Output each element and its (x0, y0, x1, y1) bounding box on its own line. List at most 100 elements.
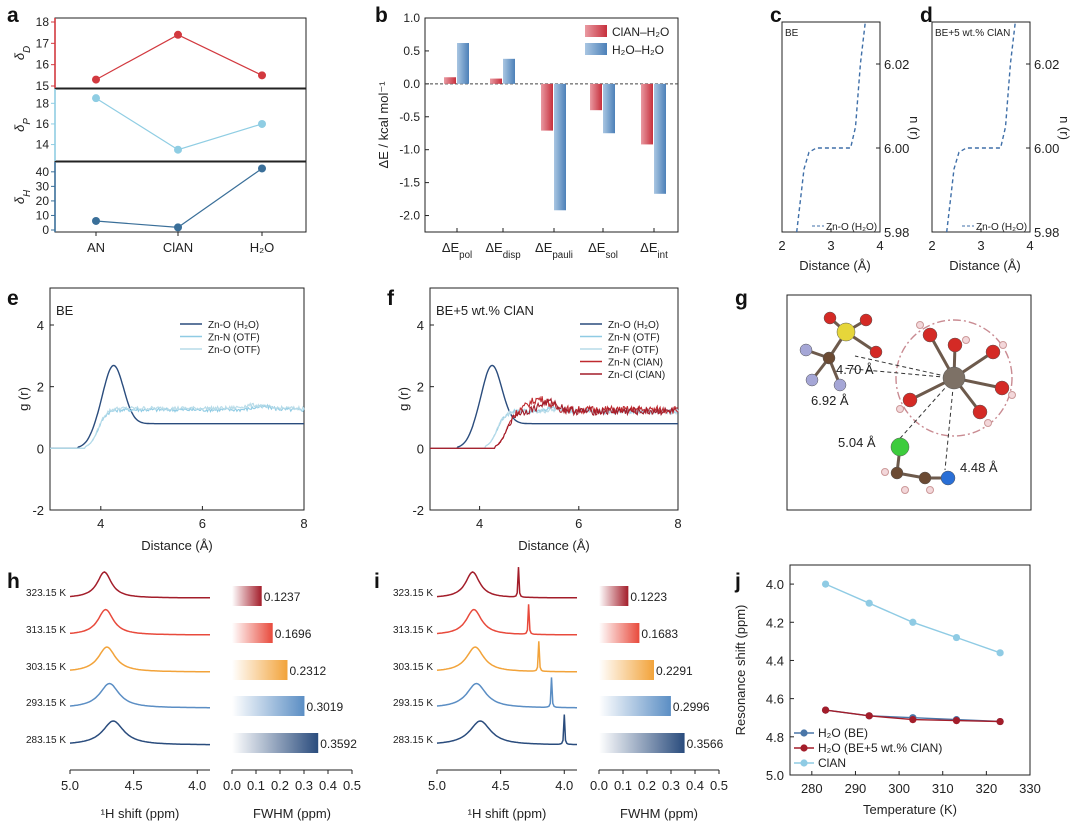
x-tick-label: ΔEint (640, 240, 668, 261)
rdf-curve (50, 364, 304, 449)
condition-tag: BE (56, 303, 74, 318)
legend-label: Zn-O (OTF) (208, 345, 260, 356)
solvation-shell (895, 319, 1013, 437)
temperature-label: 323.15 K (26, 588, 66, 599)
nmr-spectrum (69, 682, 210, 709)
x-tick-label: 3 (977, 238, 984, 253)
legend-label: H₂O (BE+5 wt.% ClAN) (818, 741, 942, 755)
legend-label: Zn-O (H₂O) (608, 320, 659, 331)
oxygen-atom (922, 327, 938, 343)
data-point (821, 580, 830, 588)
plot-frame (424, 17, 679, 233)
data-point (996, 649, 1004, 657)
rdf-curve (430, 407, 679, 449)
panel-frame (786, 294, 1032, 511)
legend-label: Zn-F (OTF) (608, 345, 659, 356)
y-tick-label: 18 (36, 96, 50, 110)
bar (444, 77, 456, 84)
plot-frame (429, 287, 679, 511)
hydrogen-atom (901, 486, 909, 494)
hydrogen-atom (999, 341, 1007, 349)
x-tick-label: 4.0 (555, 778, 573, 793)
x-tick-label: 4 (97, 516, 104, 531)
x-tick-label: 0.2 (271, 778, 289, 793)
fwhm-bar (599, 733, 685, 753)
x-tick-label: 6 (575, 516, 582, 531)
oxygen-atom (972, 404, 988, 420)
legend-label: H₂O (BE) (818, 726, 868, 740)
oxygen-atom (994, 380, 1010, 396)
y-tick-label: 5.98 (1034, 225, 1059, 240)
data-point (996, 717, 1004, 726)
x-tick-label: 4.5 (125, 778, 143, 793)
fwhm-value: 0.1237 (264, 590, 301, 604)
legend-label: H₂O–H₂O (612, 43, 664, 57)
x-tick-label: ΔEdisp (485, 240, 521, 261)
x-tick-label: 4 (476, 516, 483, 531)
x-tick-label: ΔEsol (588, 240, 618, 261)
bar (641, 83, 653, 145)
panel-j: j 280 290 300 310 320 330 4.0 4.2 4.4 4.6 4.8 5.0 Tem… (733, 564, 1041, 817)
nmr-spectrum (69, 608, 210, 636)
x-axis-label: ¹H shift (ppm) (468, 806, 547, 821)
condition-tag: BE (785, 28, 799, 39)
fwhm-bar (599, 660, 654, 680)
data-point (909, 618, 917, 626)
rdf-curve (50, 402, 305, 449)
y-tick-label: 16 (36, 58, 50, 72)
y-axis-label: Resonance shift (ppm) (733, 605, 748, 736)
legend-marker (800, 729, 808, 737)
fwhm-value: 0.1223 (630, 590, 667, 604)
x-tick-label: 0.3 (662, 778, 680, 793)
series-line (95, 97, 263, 151)
distance-label: 4.48 Å (960, 460, 998, 475)
zn-atom (942, 366, 966, 390)
legend-marker (800, 759, 808, 767)
oxygen-atom (985, 344, 1001, 360)
series-line (796, 21, 866, 233)
temperature-label: 293.15 K (393, 698, 433, 709)
fwhm-value: 0.1696 (275, 627, 312, 641)
x-axis-label-fwhm: FWHM (ppm) (253, 806, 331, 821)
x-axis-label: Distance (Å) (141, 538, 213, 553)
x-tick-label: 290 (845, 781, 867, 796)
legend-label: Zn-N (OTF) (608, 333, 660, 344)
hydrogen-atom (881, 468, 889, 476)
panel-label-i: i (374, 570, 380, 593)
legend-label: Zn-O (H₂O) (976, 222, 1027, 233)
legend-label: Zn-N (ClAN) (608, 358, 663, 369)
panel-label-h: h (7, 570, 20, 593)
oxygen-atom (869, 345, 883, 359)
x-axis-label: Distance (Å) (518, 538, 590, 553)
panel-label-e: e (7, 287, 19, 310)
y-tick-label: 0 (417, 441, 424, 456)
y-tick-label: 0.5 (403, 44, 420, 58)
y-axis-label: δD (12, 46, 33, 60)
y-tick-label: 18 (36, 15, 50, 29)
panel-label-d: d (920, 4, 933, 27)
plot-frame (789, 564, 1031, 776)
rdf-curve (430, 397, 679, 449)
distance-label: 4.70 Å (836, 362, 874, 377)
y-tick-label: 6.02 (1034, 57, 1059, 72)
temperature-label: 283.15 K (26, 735, 66, 746)
data-point (865, 599, 873, 607)
x-tick-label: ΔEpol (442, 240, 472, 261)
x-tick-label: 0.1 (614, 778, 632, 793)
x-tick-label: 5.0 (428, 778, 446, 793)
fwhm-bar (232, 660, 288, 680)
x-axis-label: Distance (Å) (949, 258, 1021, 273)
panel-label-a: a (7, 4, 19, 27)
x-tick-label: 5.0 (61, 778, 79, 793)
bar (541, 83, 553, 131)
temperature-label: 303.15 K (26, 662, 66, 673)
chlorine-atom (890, 437, 910, 457)
distance-label: 5.04 Å (838, 435, 876, 450)
fwhm-bar (599, 586, 629, 606)
rdf-curve (430, 364, 678, 449)
y-tick-label: 30 (36, 179, 50, 193)
x-tick-label: 0.2 (638, 778, 656, 793)
data-point (865, 712, 873, 720)
y-tick-label: 6.00 (1034, 141, 1059, 156)
y-tick-label: 0.0 (403, 77, 420, 91)
